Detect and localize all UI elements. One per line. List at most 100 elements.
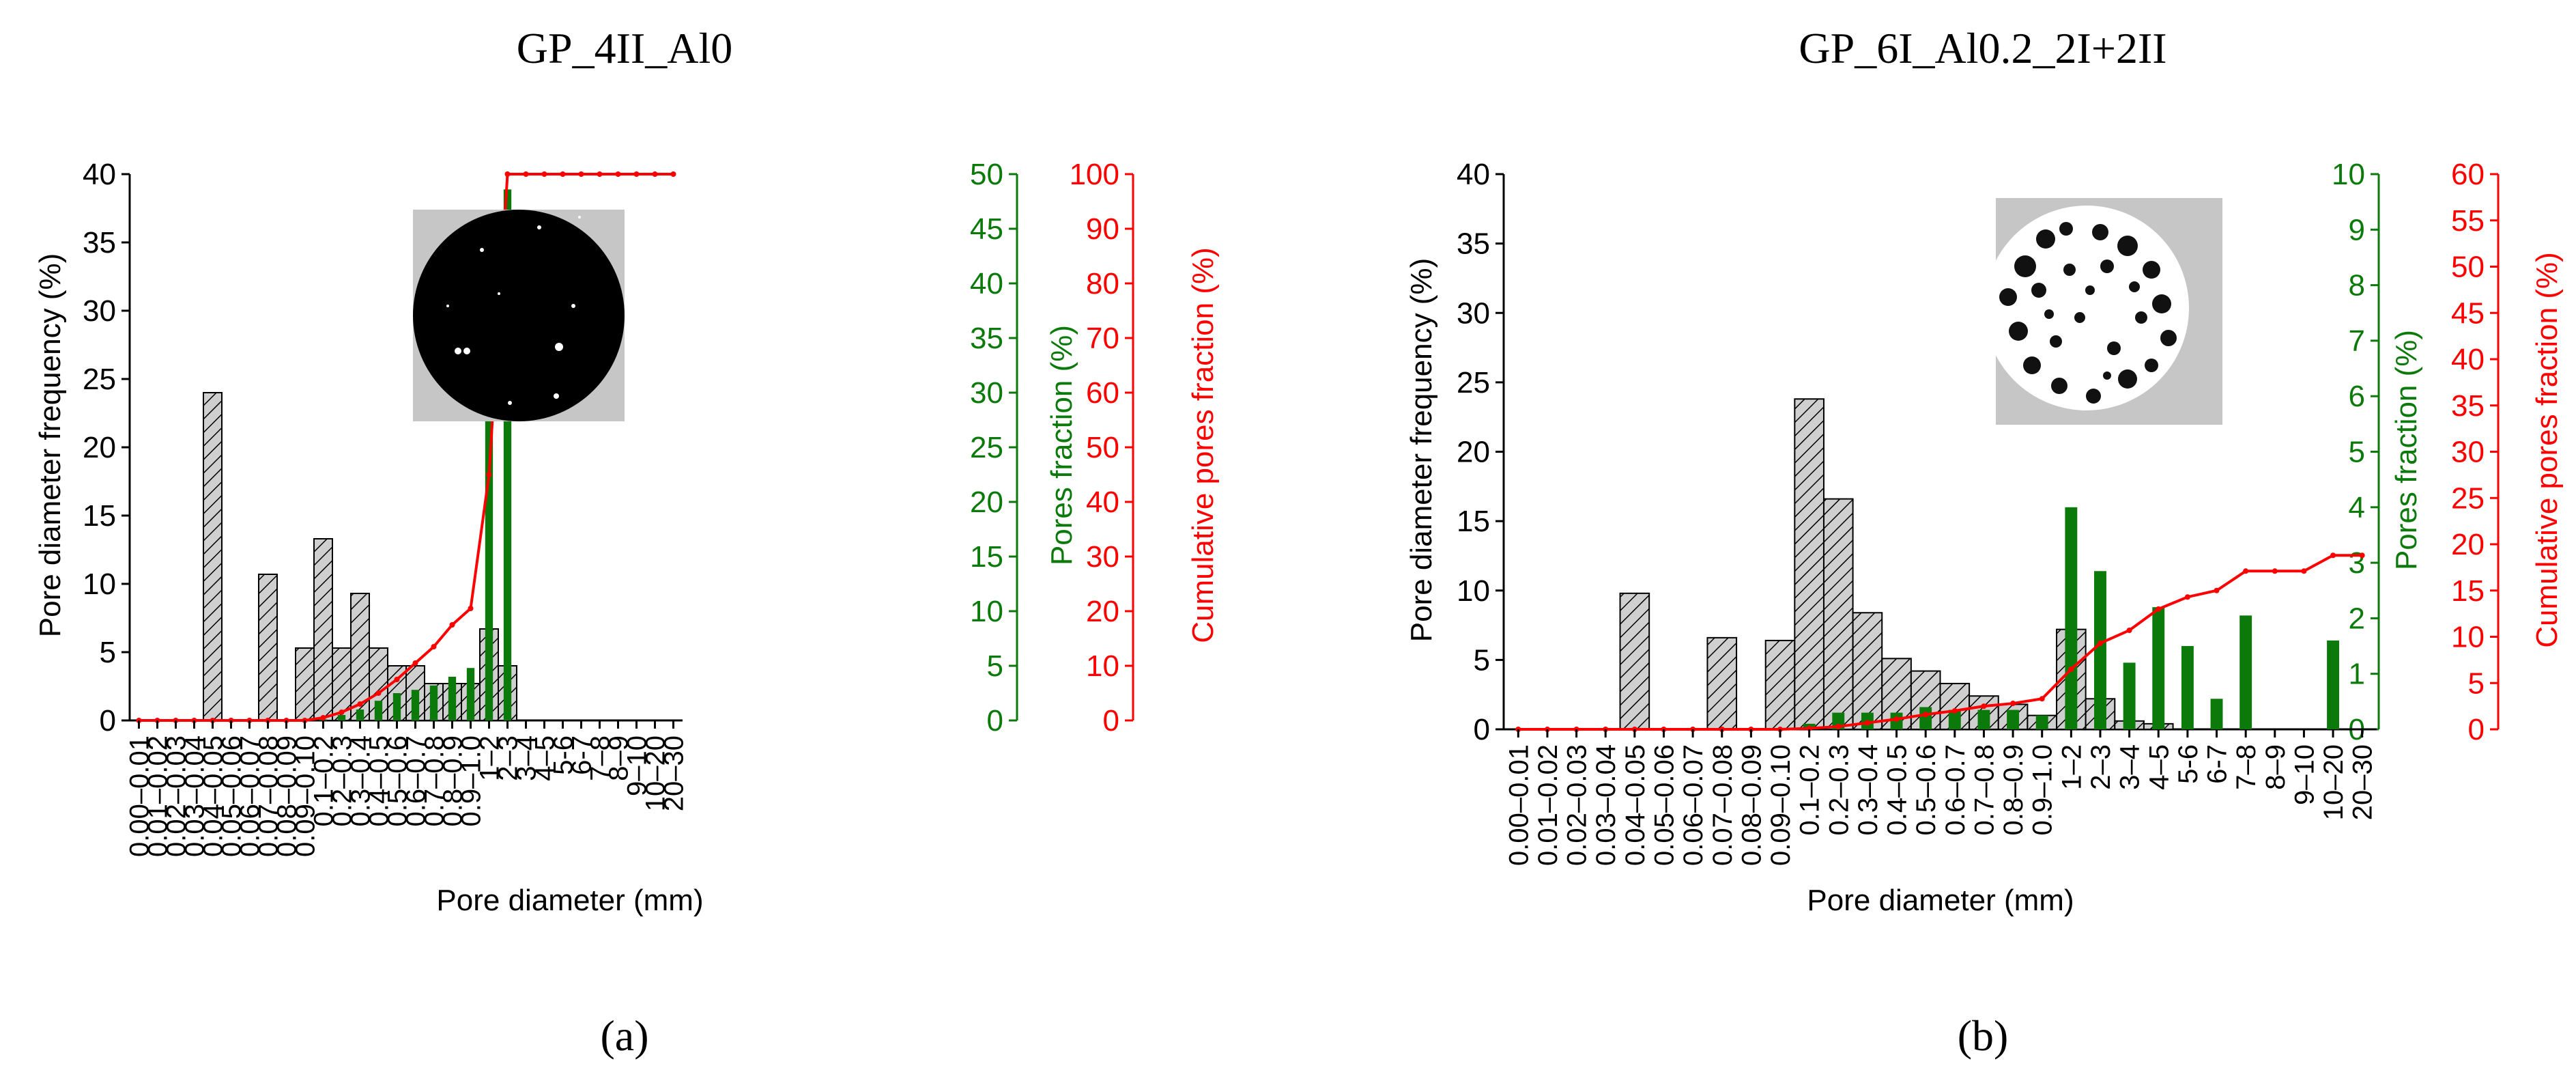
y-axis-label-right1: Pores fraction (%) <box>1045 325 1078 565</box>
cumulative-point <box>615 171 621 177</box>
y-axis-right2-tick-label: 5 <box>2468 666 2485 700</box>
frequency-bar <box>313 538 333 721</box>
frequency-bar <box>203 392 223 721</box>
x-tick-label: 0.8–0.9 <box>438 735 468 826</box>
y-axis-right2-tick-label: 90 <box>1086 212 1119 246</box>
y-axis-right2-tick-label: 100 <box>1070 158 1119 191</box>
cumulative-point <box>670 171 676 177</box>
pores-fraction-bar <box>448 677 457 720</box>
cumulative-point <box>320 715 326 720</box>
pores-fraction-bar <box>1977 710 1990 729</box>
cumulative-point <box>2214 587 2220 593</box>
x-axis-label: Pore diameter (mm) <box>436 884 703 917</box>
cumulative-point <box>2272 568 2278 574</box>
cumulative-point <box>412 660 418 666</box>
pores-fraction-bar <box>2123 662 2136 729</box>
cumulative-point <box>1864 720 1870 726</box>
pores-fraction-bar <box>2210 699 2223 729</box>
x-tick-label: 1–2 <box>2057 744 2087 790</box>
pores-fraction-bar <box>485 387 493 720</box>
y-axis-right2-tick-label: 60 <box>1086 376 1119 410</box>
x-tick-label: 10–20 <box>641 735 671 811</box>
cumulative-line <box>1518 554 2362 731</box>
y-axis-right2-tick-label: 30 <box>1086 540 1119 574</box>
y-axis-right2-tick-label: 0 <box>2468 713 2485 746</box>
x-tick-label: 0.2–0.3 <box>328 735 358 826</box>
x-tick-label: 0.04–0.05 <box>1620 744 1650 866</box>
y-axis-right1-tick-label: 20 <box>970 486 1003 519</box>
x-tick-label: 4–5 <box>530 735 560 781</box>
cumulative-point <box>486 472 492 477</box>
frequency-bar <box>1852 612 1883 731</box>
y-axis-right2-tick-label: 45 <box>2451 296 2485 330</box>
y-axis-right1-tick-label: 5 <box>2349 436 2365 469</box>
cumulative-point <box>633 171 640 177</box>
y-axis-right2-tick-label: 35 <box>2451 389 2485 423</box>
x-tick-label: 0.08–0.09 <box>1736 744 1766 866</box>
pores-fraction-bar <box>2152 607 2165 729</box>
cumulative-point <box>2359 552 2365 559</box>
x-tick-label: 9–10 <box>2289 744 2319 805</box>
x-tick-label: 3–4 <box>512 735 542 781</box>
cumulative-point <box>2301 568 2307 574</box>
pores-fraction-bar <box>374 701 383 720</box>
frequency-bar <box>295 647 315 721</box>
inset-image <box>413 210 625 421</box>
y-axis-left-tick-label: 35 <box>1457 227 1490 261</box>
cumulative-point <box>1981 703 1987 710</box>
x-tick-label: 0.3–0.4 <box>346 735 376 826</box>
pores-fraction-bar <box>2327 640 2340 729</box>
y-axis-right1-tick-label: 7 <box>2349 324 2365 358</box>
cumulative-point <box>2097 640 2103 646</box>
pores-fraction-bar <box>392 693 401 720</box>
cumulative-point <box>2156 606 2162 612</box>
cumulative-point <box>375 690 382 696</box>
y-axis-right2-tick-label: 50 <box>1086 431 1119 464</box>
x-tick-label: 10–20 <box>2319 744 2349 820</box>
x-tick-label: 0.6–0.7 <box>1941 744 1971 835</box>
y-axis-right2-tick-label: 60 <box>2451 158 2485 191</box>
y-axis-right1-tick-label: 0 <box>987 704 1003 738</box>
y-axis-right1-tick-label: 4 <box>2349 491 2365 524</box>
y-axis-label-left: Pore diameter frequency (%) <box>33 253 67 637</box>
x-tick-label: 9–10 <box>622 735 653 796</box>
y-axis-left-tick-label: 30 <box>1457 296 1490 330</box>
pores-fraction-bar <box>429 685 438 720</box>
y-axis-right1-tick-label: 2 <box>2349 602 2365 635</box>
y-axis-right1-tick-label: 40 <box>970 267 1003 300</box>
x-tick-label: 0.8–0.9 <box>1999 744 2029 835</box>
y-axis-right1-tick-label: 6 <box>2349 380 2365 413</box>
x-tick-label: 20–30 <box>659 735 689 811</box>
y-axis-right1-tick-label: 9 <box>2349 213 2365 247</box>
cumulative-line <box>139 173 674 722</box>
cumulative-point <box>560 171 566 177</box>
cumulative-point <box>523 171 529 177</box>
x-tick-label: 0.02–0.03 <box>1562 744 1592 866</box>
pores-fraction-bar <box>2094 571 2106 729</box>
x-tick-label: 0.05–0.06 <box>1649 744 1679 866</box>
y-axis-left-tick-label: 25 <box>1457 366 1490 399</box>
cumulative-point <box>2126 628 2132 634</box>
x-tick-label: 5-6 <box>2173 744 2203 784</box>
pores-fraction-bar <box>503 189 512 720</box>
x-tick-label: 4–5 <box>2144 744 2174 790</box>
x-tick-label: 8–9 <box>604 735 634 781</box>
x-tick-label: 8–9 <box>2261 744 2291 790</box>
pores-fraction-bar <box>1948 710 1961 729</box>
y-axis-left-tick-label: 35 <box>83 226 116 259</box>
frequency-bar <box>258 574 278 721</box>
x-tick-label: 7–8 <box>586 735 616 781</box>
pores-fraction-bar <box>411 690 420 720</box>
cumulative-point <box>1951 707 1958 714</box>
chart-marks: 0 5 10 15 20 25 30 35 40 0 5 10 15 20 25 30 35 40 45 50 0 10 2… <box>83 158 1134 857</box>
cumulative-point <box>504 171 511 177</box>
x-tick-label: 0.01–0.02 <box>143 735 173 857</box>
cumulative-point <box>2010 701 2016 707</box>
y-axis-right1-tick-label: 35 <box>970 322 1003 355</box>
cumulative-point <box>357 701 363 707</box>
y-axis-left-tick-label: 40 <box>83 158 116 191</box>
y-axis-left-tick-label: 25 <box>83 363 116 396</box>
chart-panel-a: GP_4II_Al0 0 5 10 15 20 25 30 35 40 0 5 10 15 20 25 30 3… <box>33 24 1220 1060</box>
inset-image <box>1984 198 2222 425</box>
